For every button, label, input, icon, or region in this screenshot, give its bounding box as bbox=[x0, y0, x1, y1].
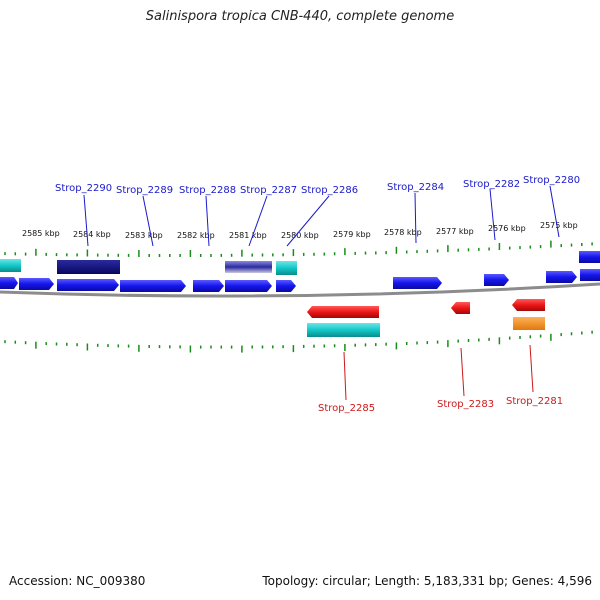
gene-forward[interactable] bbox=[546, 271, 577, 283]
gene-label-strop-2283[interactable]: Strop_2283 bbox=[437, 399, 494, 410]
gene-label-strop-2290[interactable]: Strop_2290 bbox=[55, 183, 112, 194]
gene-label-strop-2285[interactable]: Strop_2285 bbox=[318, 403, 375, 414]
gene-forward[interactable] bbox=[120, 280, 186, 292]
forward-leader-lines bbox=[83, 185, 560, 247]
scale-label: 2583 kbp bbox=[125, 231, 163, 240]
gene-forward[interactable] bbox=[193, 280, 224, 292]
lower-scale-ticks bbox=[4, 330, 593, 353]
accession-text: Accession: NC_009380 bbox=[9, 574, 146, 588]
gene-forward[interactable] bbox=[393, 277, 442, 289]
gene-label-strop-2287[interactable]: Strop_2287 bbox=[240, 185, 297, 196]
scale-label: 2582 kbp bbox=[177, 231, 215, 240]
gene-label-strop-2289[interactable]: Strop_2289 bbox=[116, 185, 173, 196]
gene-label-strop-2284[interactable]: Strop_2284 bbox=[387, 182, 444, 193]
gene-forward[interactable] bbox=[484, 274, 509, 286]
scale-label: 2575 kbp bbox=[540, 221, 578, 230]
scale-label: 2585 kbp bbox=[22, 229, 60, 238]
gene-label-strop-2286[interactable]: Strop_2286 bbox=[301, 185, 358, 196]
upper-scale-ticks bbox=[4, 240, 593, 257]
scale-label: 2576 kbp bbox=[488, 224, 526, 233]
gene-label-strop-2280[interactable]: Strop_2280 bbox=[523, 175, 580, 186]
gene-reverse[interactable] bbox=[307, 306, 379, 318]
gene-reverse-cyan[interactable] bbox=[307, 323, 380, 337]
scale-label: 2577 kbp bbox=[436, 227, 474, 236]
gene-forward-purple[interactable] bbox=[225, 261, 272, 273]
gene-forward[interactable] bbox=[580, 269, 600, 281]
scale-label: 2579 kbp bbox=[333, 230, 371, 239]
gene-forward[interactable] bbox=[579, 251, 600, 263]
gene-forward[interactable] bbox=[57, 279, 119, 291]
gene-forward-cyan[interactable] bbox=[0, 259, 21, 272]
gene-forward[interactable] bbox=[276, 280, 296, 292]
reverse-leader-lines bbox=[343, 344, 534, 401]
gene-reverse-orange[interactable] bbox=[513, 317, 545, 330]
scale-label: 2580 kbp bbox=[281, 231, 319, 240]
gene-reverse[interactable] bbox=[512, 299, 545, 311]
gene-reverse[interactable] bbox=[451, 302, 470, 314]
gene-label-strop-2288[interactable]: Strop_2288 bbox=[179, 185, 236, 196]
gene-forward[interactable] bbox=[19, 278, 54, 290]
scale-label: 2584 kbp bbox=[73, 230, 111, 239]
genome-summary: Topology: circular; Length: 5,183,331 bp… bbox=[262, 574, 592, 588]
genome-backbone bbox=[0, 282, 600, 298]
gene-forward[interactable] bbox=[225, 280, 272, 292]
scale-label: 2581 kbp bbox=[229, 231, 267, 240]
gene-forward-cyan[interactable] bbox=[276, 261, 297, 275]
gene-forward-dark[interactable] bbox=[57, 260, 120, 274]
gene-label-strop-2281[interactable]: Strop_2281 bbox=[506, 396, 563, 407]
gene-label-strop-2282[interactable]: Strop_2282 bbox=[463, 179, 520, 190]
gene-forward[interactable] bbox=[0, 277, 18, 289]
genome-title: Salinispora tropica CNB-440, complete ge… bbox=[145, 9, 455, 24]
scale-label: 2578 kbp bbox=[384, 228, 422, 237]
